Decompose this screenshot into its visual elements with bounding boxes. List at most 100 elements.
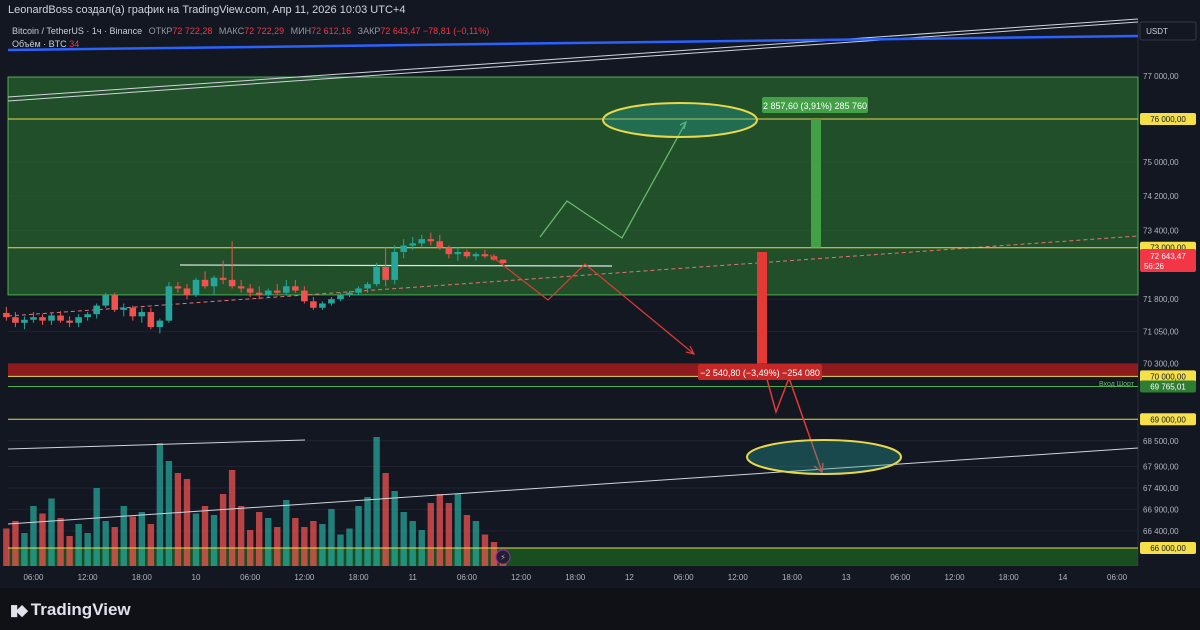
volume-bar [174, 473, 182, 566]
time-axis-tick: 06:00 [23, 573, 44, 582]
blue-resistance-line [7, 34, 1139, 52]
volume-bar [481, 534, 489, 566]
candle-body [57, 315, 64, 321]
time-axis-tick: 06:00 [674, 573, 695, 582]
candle [228, 241, 236, 289]
candle-body [219, 277, 227, 280]
open-label: ОТКР [148, 26, 173, 36]
change-value: −78,81 (−0,11%) [422, 26, 490, 36]
price-chart[interactable]: 2 857,60 (3,91%) 285 760 −2 540,80 (−3,49… [0, 0, 1200, 590]
lower-target-ellipse [746, 439, 902, 475]
volume-legend: Объём · BTC 34 [12, 39, 79, 49]
volume-bar [48, 498, 55, 566]
candle [129, 305, 137, 321]
volume-bar [210, 515, 218, 566]
top-bar: LeonardBoss создал(а) график на TradingV… [0, 0, 1200, 20]
volume-bar [427, 503, 434, 566]
candle [156, 318, 164, 334]
candle [391, 245, 398, 285]
price-marker-text: 76 000,00 [1150, 115, 1186, 124]
candle-body [255, 292, 263, 295]
volume-bar [490, 542, 498, 566]
volume-bar [120, 506, 127, 566]
candle-body [147, 312, 155, 328]
price-axis-tick: 68 500,00 [1143, 437, 1179, 446]
low-value: 72 612,16 [311, 26, 352, 36]
time-axis-tick: 10 [192, 573, 201, 582]
candle-body [111, 294, 119, 310]
candle-body [499, 259, 507, 263]
volume-bar [12, 521, 19, 566]
volume-bar [391, 491, 398, 566]
candle [445, 245, 453, 259]
volume-bar [183, 479, 191, 566]
candle [310, 297, 317, 310]
volume-bar [454, 494, 462, 566]
candle-body [273, 290, 281, 293]
volume-bar [436, 494, 444, 566]
candle [21, 316, 28, 330]
price-axis-marker: 69 000,00 [1140, 413, 1196, 426]
long-measure-label-bg [762, 97, 868, 113]
price-axis-tick: 77 000,00 [1143, 72, 1179, 81]
volume-bar [355, 506, 362, 566]
time-axis-tick: 13 [842, 573, 851, 582]
long-measure-label: 2 857,60 (3,91%) 285 760 [762, 97, 868, 113]
candle [165, 282, 173, 323]
replay-icon: ⚡ [495, 549, 511, 565]
short-measure-text: −2 540,80 (−3,49%) −254 080 [700, 368, 820, 378]
candle-body [84, 314, 91, 318]
candle [373, 262, 380, 287]
candle [39, 314, 46, 325]
volume-bar [66, 536, 73, 566]
candle-body [246, 288, 254, 293]
candle-body [337, 294, 344, 300]
candle [237, 279, 245, 293]
candle [273, 284, 281, 295]
volume-bar [129, 516, 136, 566]
volume-bar [39, 513, 46, 566]
short-measure-label-bg [698, 364, 822, 380]
symbol-name: Bitcoin / TetherUS · 1ч · Binance [12, 26, 143, 36]
short-measure-bar [757, 251, 767, 364]
volume-bar [30, 506, 37, 566]
volume-bar [201, 506, 209, 566]
candle [219, 260, 227, 285]
candle-body [48, 315, 55, 321]
volume-bar [409, 521, 416, 566]
price-axis-tick: 66 900,00 [1143, 505, 1179, 514]
candle-body [310, 301, 317, 308]
candle-body [436, 241, 444, 248]
candle-body [264, 290, 272, 295]
volume-bar [102, 521, 109, 566]
candle-body [192, 279, 200, 295]
high-value: 72 722,29 [244, 26, 285, 36]
tradingview-logo[interactable]: ▮◆ TradingView [10, 600, 131, 620]
candle-body [30, 317, 37, 320]
price-marker-text: 69 765,01 [1150, 382, 1186, 391]
volume-bar [373, 437, 380, 566]
candle-body [382, 267, 389, 280]
volume-bar [283, 500, 290, 566]
candle-body [283, 286, 290, 293]
candle [201, 271, 209, 289]
candle-body [210, 277, 218, 287]
candle-body [481, 254, 489, 257]
price-marker-bg [1140, 542, 1196, 554]
candle-body [454, 251, 462, 255]
volume-bar [337, 534, 344, 566]
time-axis-tick: 12:00 [294, 573, 315, 582]
price-axis-marker: 66 000,00 [1140, 542, 1196, 554]
candle [57, 311, 64, 323]
candle-body [12, 317, 19, 323]
price-axis-tick: 71 050,00 [1143, 327, 1179, 336]
candle-body [102, 294, 109, 306]
candle [93, 303, 100, 319]
upper-channel-line [7, 21, 1139, 102]
replay-icon-circle [495, 549, 511, 565]
candle [409, 236, 417, 250]
bearish-target-arrowhead [813, 462, 824, 474]
price-axis-marker: 70 000,00 [1140, 370, 1196, 383]
footer [0, 588, 1200, 630]
currency-button[interactable]: USDT [1139, 21, 1197, 41]
